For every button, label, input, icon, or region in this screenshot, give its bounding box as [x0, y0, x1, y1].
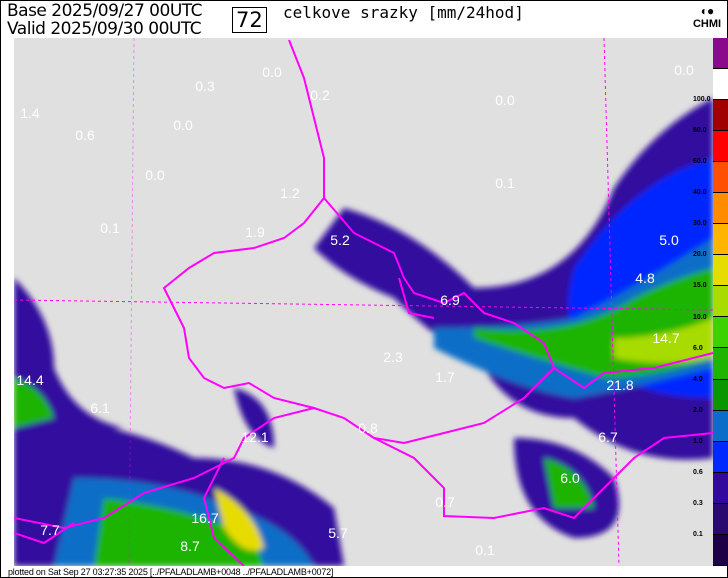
precipitation-map: 0.0 0.2 0.0 0.3 1.4 0.6 0.0 0.0 0.1 1.2 0.1 1.9 5.2 5…: [14, 38, 713, 566]
precip-value-label: 12.1: [241, 429, 269, 445]
precip-value-label: 5.7: [328, 525, 348, 541]
legend-label: 6.0: [693, 344, 703, 352]
precip-value-label: 0.1: [475, 542, 495, 558]
legend-label: 15.0: [693, 282, 707, 290]
country-borders: [14, 39, 713, 566]
precip-value-label: 2.3: [383, 349, 403, 365]
precip-value-label: 16.7: [191, 510, 219, 526]
legend-swatch: [713, 534, 728, 566]
precipitation-field: [14, 98, 713, 566]
precip-value-label: 6.1: [90, 400, 110, 416]
legend-swatch: [713, 69, 728, 101]
precip-value-label: 0.3: [195, 78, 215, 94]
legend-swatch: [713, 348, 728, 380]
precip-value-label: 8.7: [180, 538, 200, 554]
precip-value-label: 5.2: [330, 232, 350, 248]
precip-value-label: 6.0: [560, 470, 580, 486]
forecast-hour: 72: [232, 7, 267, 33]
legend-label: 40.0: [693, 189, 707, 197]
legend-swatch: [713, 286, 728, 318]
legend-swatch: [713, 38, 728, 70]
legend-label: 100.0: [693, 96, 711, 104]
legend-swatch: [713, 379, 728, 411]
precip-value-label: 0.0: [262, 64, 282, 80]
legend-label: 0.1: [693, 530, 703, 538]
legend-label: 60.0: [693, 158, 707, 166]
chmi-logo-icon: ◐●: [700, 4, 715, 18]
precip-value-label: 5.0: [659, 232, 679, 248]
logo-text: CHMI: [692, 18, 722, 30]
legend-label: 10.0: [693, 313, 707, 321]
legend-label: 20.0: [693, 251, 707, 259]
precip-value-label: 0.6: [75, 127, 95, 143]
precip-value-label: 14.4: [16, 372, 44, 388]
legend-swatch: [713, 255, 728, 287]
precip-value-label: 7.7: [40, 522, 60, 538]
legend-label: 1.0: [693, 437, 703, 445]
chmi-logo: ◐● CHMI: [690, 4, 724, 30]
legend-label: 4.0: [693, 375, 703, 383]
legend-swatch: [713, 472, 728, 504]
precip-value-label: 0.1: [495, 175, 515, 191]
map-layer: [14, 38, 713, 566]
precip-value-label: 1.2: [280, 185, 300, 201]
precip-value-label: 0.0: [145, 167, 165, 183]
precip-value-label: 0.8: [358, 420, 378, 436]
legend-swatch: [713, 162, 728, 194]
legend-label: 2.0: [693, 406, 703, 414]
legend-swatch: [713, 100, 728, 132]
precip-value-label: 4.8: [635, 270, 655, 286]
legend-swatch: [713, 131, 728, 163]
precip-value-label: 0.7: [435, 494, 455, 510]
map-title: celkove srazky [mm/24hod]: [283, 3, 524, 22]
legend-swatch: [713, 317, 728, 349]
precip-value-label: 1.4: [20, 105, 40, 121]
precip-value-label: 6.7: [598, 429, 618, 445]
precip-value-label: 0.0: [495, 92, 515, 108]
precip-value-label: 21.8: [606, 377, 634, 393]
legend-swatch: [713, 224, 728, 256]
precip-value-label: 1.7: [435, 369, 455, 385]
base-time: Base 2025/09/27 00UTC: [7, 1, 203, 21]
color-legend: 100.0 80.0 60.0 40.0 30.0 20.0 15.0 10.0 6.0 4.0 2…: [693, 38, 728, 566]
legend-label: 0.6: [693, 468, 703, 476]
legend-label: 0.3: [693, 499, 703, 507]
legend-label: 30.0: [693, 220, 707, 228]
legend-swatch: [713, 441, 728, 473]
plot-footer: plotted on Sat Sep 27 03:27:35 2025 [../…: [8, 567, 334, 577]
precip-value-label: 0.0: [173, 117, 193, 133]
legend-swatch: [713, 193, 728, 225]
valid-time: Valid 2025/09/30 00UTC: [7, 19, 202, 39]
graticule: [14, 38, 713, 566]
precip-value-label: 0.0: [674, 62, 694, 78]
legend-swatch: [713, 503, 728, 535]
precip-value-label: 0.1: [100, 220, 120, 236]
precip-value-label: 6.9: [440, 292, 460, 308]
precip-value-label: 14.7: [652, 330, 680, 346]
legend-swatch: [713, 410, 728, 442]
legend-label: 80.0: [693, 127, 707, 135]
precip-value-label: 1.9: [245, 224, 265, 240]
precip-value-label: 0.2: [310, 87, 330, 103]
